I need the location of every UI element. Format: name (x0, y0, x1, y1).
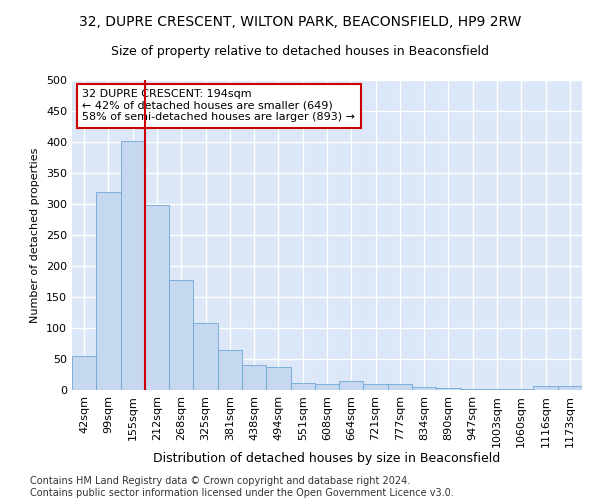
X-axis label: Distribution of detached houses by size in Beaconsfield: Distribution of detached houses by size … (154, 452, 500, 466)
Bar (388, 384, 412, 390)
Bar (364, 384, 388, 390)
Bar (315, 384, 339, 390)
Bar (145, 205, 169, 390)
Bar (193, 323, 218, 390)
Text: Contains HM Land Registry data © Crown copyright and database right 2024.
Contai: Contains HM Land Registry data © Crown c… (30, 476, 454, 498)
Bar (169, 280, 193, 390)
Bar (72, 356, 96, 390)
Bar (218, 350, 242, 390)
Bar (121, 142, 145, 390)
Bar (96, 192, 121, 390)
Bar (290, 382, 315, 390)
Bar (339, 380, 364, 390)
Y-axis label: Number of detached properties: Number of detached properties (31, 148, 40, 322)
Bar (266, 367, 290, 390)
Bar (558, 386, 582, 390)
Bar (436, 388, 461, 390)
Bar (461, 389, 485, 390)
Text: 32 DUPRE CRESCENT: 194sqm
← 42% of detached houses are smaller (649)
58% of semi: 32 DUPRE CRESCENT: 194sqm ← 42% of detac… (82, 90, 355, 122)
Bar (242, 365, 266, 390)
Text: 32, DUPRE CRESCENT, WILTON PARK, BEACONSFIELD, HP9 2RW: 32, DUPRE CRESCENT, WILTON PARK, BEACONS… (79, 15, 521, 29)
Bar (412, 387, 436, 390)
Bar (533, 386, 558, 390)
Text: Size of property relative to detached houses in Beaconsfield: Size of property relative to detached ho… (111, 45, 489, 58)
